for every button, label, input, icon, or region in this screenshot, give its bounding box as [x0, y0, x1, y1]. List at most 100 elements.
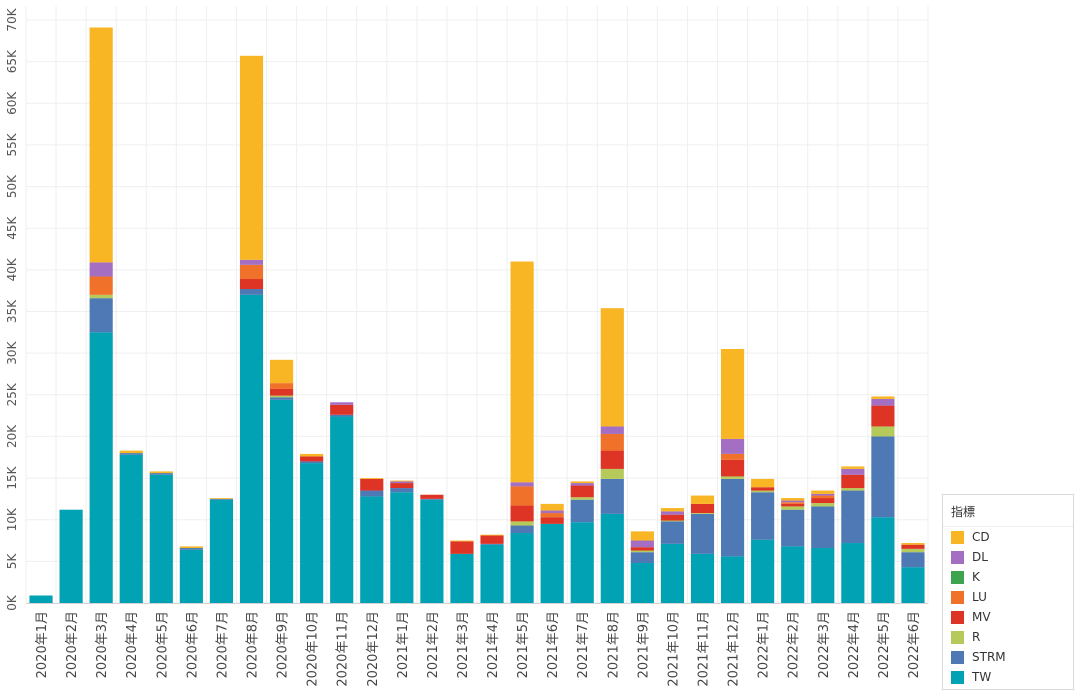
x-tick-label: 2020年2月 — [65, 611, 80, 678]
bar-segment-tw — [390, 492, 414, 603]
bar-segment-strm — [420, 498, 444, 500]
bar-segment-cd — [119, 450, 143, 454]
legend-label: LU — [972, 590, 987, 604]
legend-swatch — [951, 610, 964, 624]
bar-segment-dl — [811, 493, 835, 496]
y-tick-label: 0K — [5, 594, 19, 611]
bar-segment-cd — [300, 453, 324, 457]
x-axis-ticks: 2020年1月 2020年2月 2020年3月 2020年4月 2020年5月 2020年… — [35, 611, 922, 687]
x-tick-label: 2021年11月 — [697, 611, 712, 687]
bar-segment-cd — [239, 55, 264, 260]
y-tick-label: 65K — [5, 49, 19, 73]
bar-segment-strm — [390, 488, 414, 493]
x-tick-label: 2021年10月 — [666, 611, 681, 687]
bar-segment-strm — [751, 492, 775, 540]
bar-segment-r — [570, 497, 594, 500]
x-tick-label: 2021年8月 — [606, 611, 621, 678]
legend-swatch — [951, 550, 964, 564]
bar-segment-dl — [781, 500, 805, 503]
bar-segment-dl — [871, 398, 895, 406]
bar-segment-dl — [720, 438, 745, 454]
bar-segment-tw — [300, 463, 324, 603]
bar-segment-tw — [420, 499, 444, 603]
bar-segment-tw — [360, 496, 384, 603]
bar-segment-strm — [119, 453, 143, 455]
legend-item-k: K — [943, 567, 1073, 587]
bar-segment-strm — [600, 478, 624, 514]
x-tick-label: 2020年7月 — [215, 611, 230, 678]
bar-segment-cd — [690, 495, 715, 504]
bar-segment-cd — [600, 308, 624, 427]
bar-segment-mv — [360, 478, 384, 491]
legend-item-r: R — [943, 627, 1073, 647]
bar-segment-strm — [209, 498, 234, 500]
y-tick-label: 50K — [5, 174, 19, 198]
bar-segment-tw — [29, 595, 53, 603]
bar-segment-tw — [630, 563, 654, 603]
bar-segment-mv — [781, 503, 805, 507]
legend-label: MV — [972, 610, 991, 624]
bar-segment-cd — [660, 508, 685, 512]
legend-label: DL — [972, 550, 988, 564]
bar-segment-tw — [841, 543, 865, 603]
x-tick-label: 2022年4月 — [847, 611, 862, 678]
x-tick-label: 2021年3月 — [456, 611, 471, 678]
bar-segment-strm — [841, 490, 865, 544]
x-tick-label: 2020年10月 — [306, 611, 321, 687]
bar-segment-tw — [751, 539, 775, 603]
bar-segment-dl — [239, 259, 264, 265]
bar-segment-cd — [901, 543, 925, 545]
bar-segment-lu — [811, 495, 835, 499]
bar-segment-dl — [841, 468, 865, 475]
y-tick-label: 70K — [5, 7, 19, 31]
bar-segment-strm — [300, 461, 324, 464]
bar-segment-dl — [600, 426, 624, 434]
bar-segment-strm — [360, 490, 384, 497]
bar-segment-strm — [660, 521, 685, 544]
bar-segment-cd — [871, 396, 895, 399]
bar-segment-mv — [239, 279, 264, 290]
bar-segment-cd — [841, 466, 865, 469]
bar-segment-dl — [89, 262, 113, 277]
legend-item-strm: STRM — [943, 647, 1073, 667]
bar-segment-mv — [570, 485, 594, 498]
x-tick-label: 2021年2月 — [426, 611, 441, 678]
x-tick-label: 2021年6月 — [546, 611, 561, 678]
bar-segment-tw — [690, 553, 715, 603]
x-tick-label: 2020年4月 — [125, 611, 140, 678]
bar-segment-strm — [570, 499, 594, 523]
bar-segment-strm — [89, 298, 113, 333]
legend-swatch — [951, 530, 964, 544]
bar-segment-cd — [811, 490, 835, 494]
bar-segment-r — [901, 548, 925, 553]
bar-segment-mv — [720, 459, 745, 477]
legend-item-tw: TW — [943, 667, 1073, 687]
bar-segment-cd — [360, 478, 384, 479]
bar-segment-tw — [570, 522, 594, 603]
legend-label: STRM — [972, 650, 1006, 664]
bar-segment-tw — [59, 509, 83, 603]
x-tick-label: 2021年5月 — [516, 611, 531, 678]
bar-segment-cd — [480, 534, 504, 536]
legend-item-lu: LU — [943, 587, 1073, 607]
bar-segment-tw — [89, 332, 113, 603]
legend-label: K — [972, 570, 980, 584]
bar-segment-mv — [600, 450, 624, 469]
bars — [29, 27, 925, 603]
legend-swatch — [951, 670, 964, 684]
bar-segment-mv — [269, 388, 294, 396]
bar-segment-dl — [630, 540, 654, 548]
bar-segment-cd — [89, 27, 113, 263]
bar-segment-strm — [811, 506, 835, 549]
bar-segment-cd — [510, 261, 534, 483]
bar-segment-r — [871, 426, 895, 437]
x-tick-label: 2020年3月 — [95, 611, 110, 678]
bar-segment-mv — [811, 498, 835, 504]
bar-segment-tw — [811, 548, 835, 603]
x-tick-label: 2020年1月 — [35, 611, 50, 678]
bar-segment-tw — [480, 544, 504, 603]
bar-segment-cd — [751, 478, 775, 488]
bar-segment-strm — [720, 478, 745, 557]
bar-segment-cd — [209, 498, 234, 499]
bar-segment-dl — [660, 511, 685, 515]
